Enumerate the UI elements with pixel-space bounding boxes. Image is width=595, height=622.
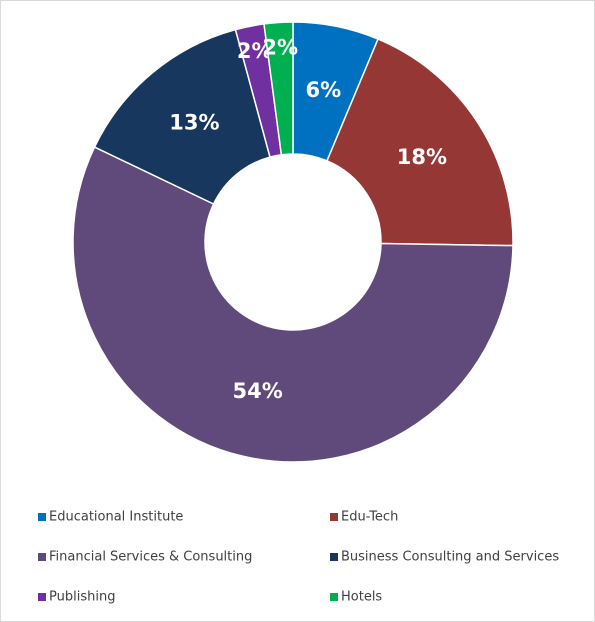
slice: [263, 21, 294, 156]
data-label: 13%: [169, 111, 219, 135]
legend-swatch: [330, 593, 338, 601]
data-label: 2%: [262, 35, 298, 59]
legend-label: Business Consulting and Services: [341, 550, 559, 565]
legend-label: Publishing: [49, 590, 115, 605]
legend-label: Financial Services & Consulting: [49, 550, 252, 565]
legend-swatch: [38, 513, 46, 521]
legend-swatch: [38, 553, 46, 561]
legend-label: Educational Institute: [49, 510, 183, 525]
legend-swatch: [330, 553, 338, 561]
data-label: 54%: [233, 379, 283, 403]
legend-label: Edu-Tech: [341, 510, 398, 525]
data-label: 18%: [397, 145, 447, 169]
slice: [72, 146, 514, 463]
legend-swatch: [38, 593, 46, 601]
legend-swatch: [330, 513, 338, 521]
slice: [326, 38, 514, 247]
slice: [93, 28, 271, 206]
legend-label: Hotels: [341, 590, 382, 605]
data-label: 6%: [306, 78, 342, 102]
